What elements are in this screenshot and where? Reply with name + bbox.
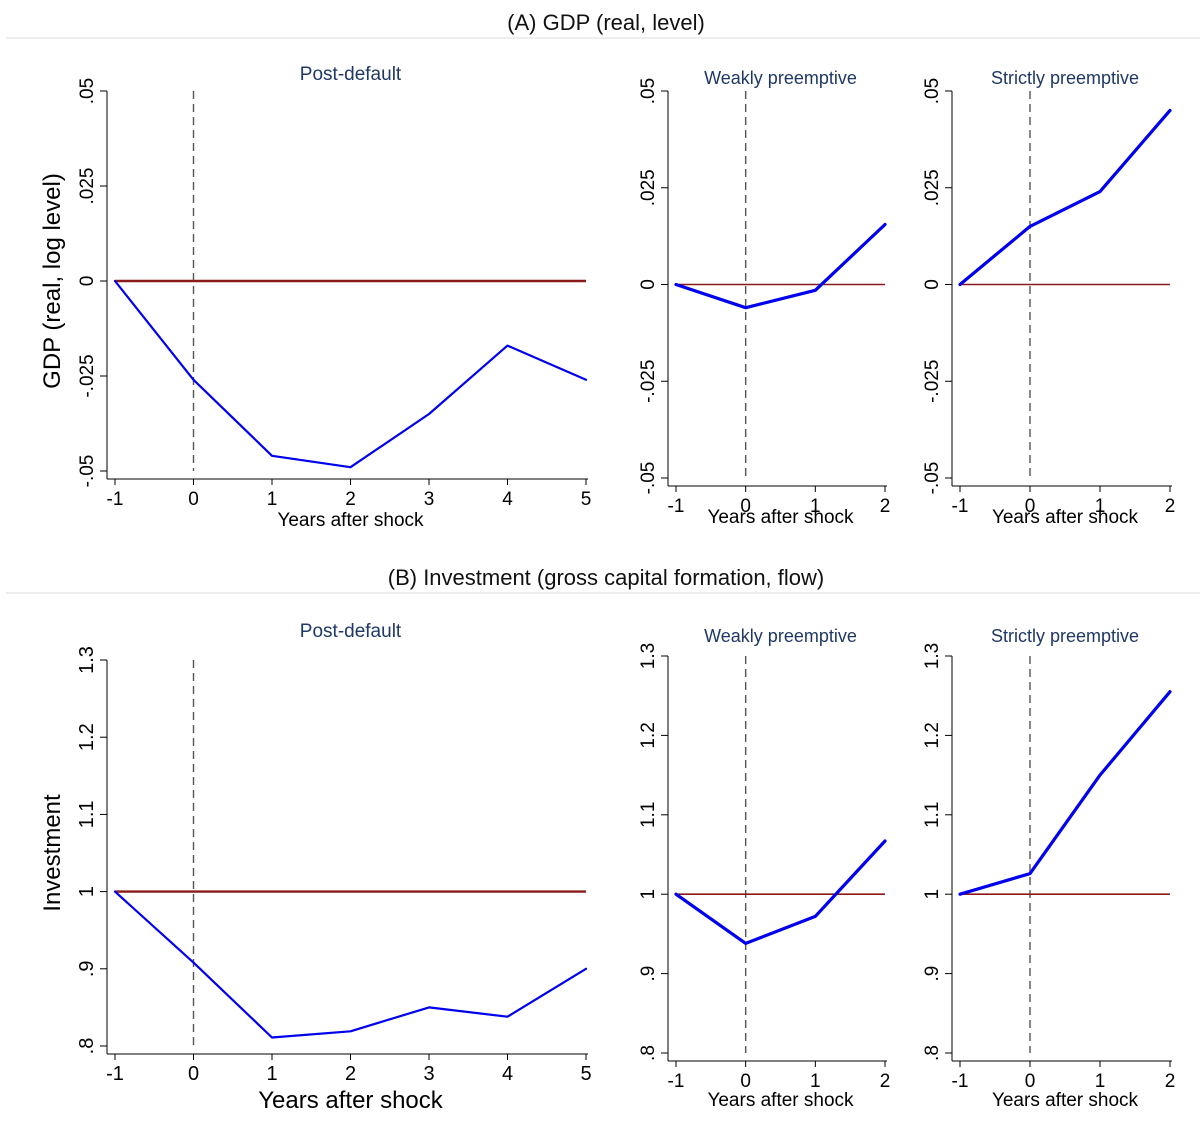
chart-2-x-tick-label: -1: [952, 496, 969, 517]
chart-4-x-label: Years after shock: [707, 1090, 854, 1111]
chart-5-x-tick-label: -1: [952, 1071, 969, 1092]
plots: Post-default -.05 -.025 0 .025 .05 -1 0 1 2 3 4 5 Yea…: [39, 64, 1175, 1114]
chart-2-y-tick-label: -.025: [922, 360, 943, 403]
chart-3-y-label: Investment: [39, 794, 66, 912]
chart-5-y-tick-label: .9: [922, 966, 943, 982]
chart-0: Post-default -.05 -.025 0 .025 .05 -1 0 1 2 3 4 5 Yea…: [39, 64, 591, 531]
chart-5-x-tick-label: 0: [1025, 1071, 1036, 1092]
chart-5-y-tick-label: .8: [922, 1045, 943, 1061]
chart-5-x-tick-label: 1: [1095, 1071, 1106, 1092]
chart-2-x-tick-label: 2: [1165, 496, 1176, 517]
chart-3-title: Post-default: [300, 621, 402, 642]
chart-3-x-tick-label: 0: [188, 1063, 199, 1085]
chart-1-y-tick-label: -.05: [638, 462, 659, 495]
chart-3-series-line: [113, 890, 588, 1039]
chart-2-x-tick-label: 1: [1095, 496, 1106, 517]
chart-5-x-label: Years after shock: [992, 1090, 1139, 1111]
chart-2: Strictly preemptive -.05 -.025 0 .025 .05 -1 0 1…: [922, 68, 1175, 528]
chart-0-y-tick-label: -.05: [77, 455, 98, 488]
chart-1-y-tick-label: 0: [638, 279, 659, 290]
chart-1-title: Weakly preemptive: [704, 68, 857, 88]
chart-4: Weakly preemptive .8 .9 1 1.1 1.2 1.3 -1 0 1 2 Year…: [638, 626, 890, 1111]
chart-2-y-tick-label: -.05: [922, 462, 943, 495]
chart-0-y-tick-label: .05: [77, 78, 98, 104]
chart-2-y-tick-label: .05: [922, 78, 943, 104]
chart-1-x-tick-label: -1: [668, 496, 685, 517]
chart-1-y-tick-label: -.025: [638, 360, 659, 403]
panel-a-title: (A) GDP (real, level): [507, 10, 705, 35]
chart-2-series-line: [958, 108, 1172, 287]
chart-5-y-tick-label: 1.3: [922, 643, 943, 669]
chart-4-y-tick-label: 1: [638, 889, 659, 900]
chart-5-x-tick-label: 2: [1165, 1071, 1176, 1092]
chart-3-x-tick-label: 3: [423, 1063, 434, 1085]
chart-0-x-tick-label: 4: [502, 489, 513, 510]
chart-5: Strictly preemptive .8 .9 1 1.1 1.2 1.3 -1 0 1 2 Ye…: [922, 626, 1175, 1111]
panel-b-title: (B) Investment (gross capital formation,…: [388, 565, 824, 590]
chart-0-x-tick-label: -1: [107, 489, 124, 510]
chart-0-title: Post-default: [300, 64, 402, 85]
chart-4-y-tick-label: .9: [638, 966, 659, 982]
chart-4-y-tick-label: 1.3: [638, 643, 659, 669]
chart-3-x-tick-label: 4: [502, 1063, 513, 1085]
chart-4-x-tick-label: -1: [668, 1071, 685, 1092]
chart-4-series-line: [674, 839, 887, 946]
chart-4-title: Weakly preemptive: [704, 626, 857, 646]
chart-0-y-tick-label: -.025: [77, 354, 98, 397]
chart-3-x-tick-label: -1: [106, 1063, 124, 1085]
chart-4-x-tick-label: 1: [810, 1071, 821, 1092]
chart-5-y-tick-label: 1.2: [922, 722, 943, 748]
chart-2-y-tick-label: 0: [922, 279, 943, 290]
chart-0-x-tick-label: 5: [581, 489, 592, 510]
chart-5-series-line: [958, 690, 1172, 896]
chart-3-x-tick-label: 5: [580, 1063, 591, 1085]
chart-0-series-line: [113, 279, 588, 469]
chart-5-title: Strictly preemptive: [991, 626, 1139, 646]
chart-0-x-tick-label: 3: [424, 489, 435, 510]
chart-0-y-label: GDP (real, log level): [39, 173, 66, 389]
chart-1-y-tick-label: .025: [638, 169, 659, 206]
chart-4-y-tick-label: 1.1: [638, 802, 659, 828]
chart-2-x-label: Years after shock: [992, 507, 1139, 528]
chart-3-y-tick-label: 1.2: [76, 723, 98, 751]
chart-0-x-label: Years after shock: [277, 510, 424, 531]
chart-4-y-tick-label: 1.2: [638, 722, 659, 748]
chart-4-x-tick-label: 2: [880, 1071, 891, 1092]
chart-1-series-line: [674, 222, 887, 310]
chart-3: Post-default .8 .9 1 1.1 1.2 1.3 -1 0 1 2 3 4 5 Years …: [39, 621, 592, 1114]
chart-1-x-tick-label: 2: [880, 496, 891, 517]
chart-0-x-tick-label: 0: [188, 489, 199, 510]
chart-5-y-tick-label: 1: [922, 889, 943, 900]
chart-1-x-label: Years after shock: [707, 507, 854, 528]
chart-1-y-tick-label: .05: [638, 78, 659, 104]
chart-2-x-tick-label: 0: [1025, 496, 1036, 517]
chart-0-x-tick-label: 1: [267, 489, 278, 510]
chart-1: Weakly preemptive -.05 -.025 0 .025 .05 -1 0 1 2 Y…: [638, 68, 890, 528]
chart-4-x-tick-label: 0: [740, 1071, 751, 1092]
chart-0-y-tick-label: .025: [77, 168, 98, 205]
chart-3-y-tick-label: .9: [76, 960, 98, 977]
chart-3-y-tick-label: 1.1: [76, 800, 98, 828]
chart-4-y-tick-label: .8: [638, 1045, 659, 1061]
chart-3-x-tick-label: 2: [345, 1063, 356, 1085]
chart-3-x-label: Years after shock: [258, 1087, 444, 1114]
chart-2-title: Strictly preemptive: [991, 68, 1139, 88]
chart-2-y-tick-label: .025: [922, 169, 943, 206]
chart-5-y-tick-label: 1.1: [922, 802, 943, 828]
chart-0-x-tick-label: 2: [345, 489, 356, 510]
chart-3-y-tick-label: 1: [76, 886, 98, 897]
chart-1-x-tick-label: 0: [740, 496, 751, 517]
chart-3-x-tick-label: 1: [266, 1063, 277, 1085]
chart-3-y-tick-label: .8: [76, 1038, 98, 1055]
chart-0-y-tick-label: 0: [77, 276, 98, 287]
chart-1-x-tick-label: 1: [810, 496, 821, 517]
chart-3-y-tick-label: 1.3: [76, 646, 98, 674]
